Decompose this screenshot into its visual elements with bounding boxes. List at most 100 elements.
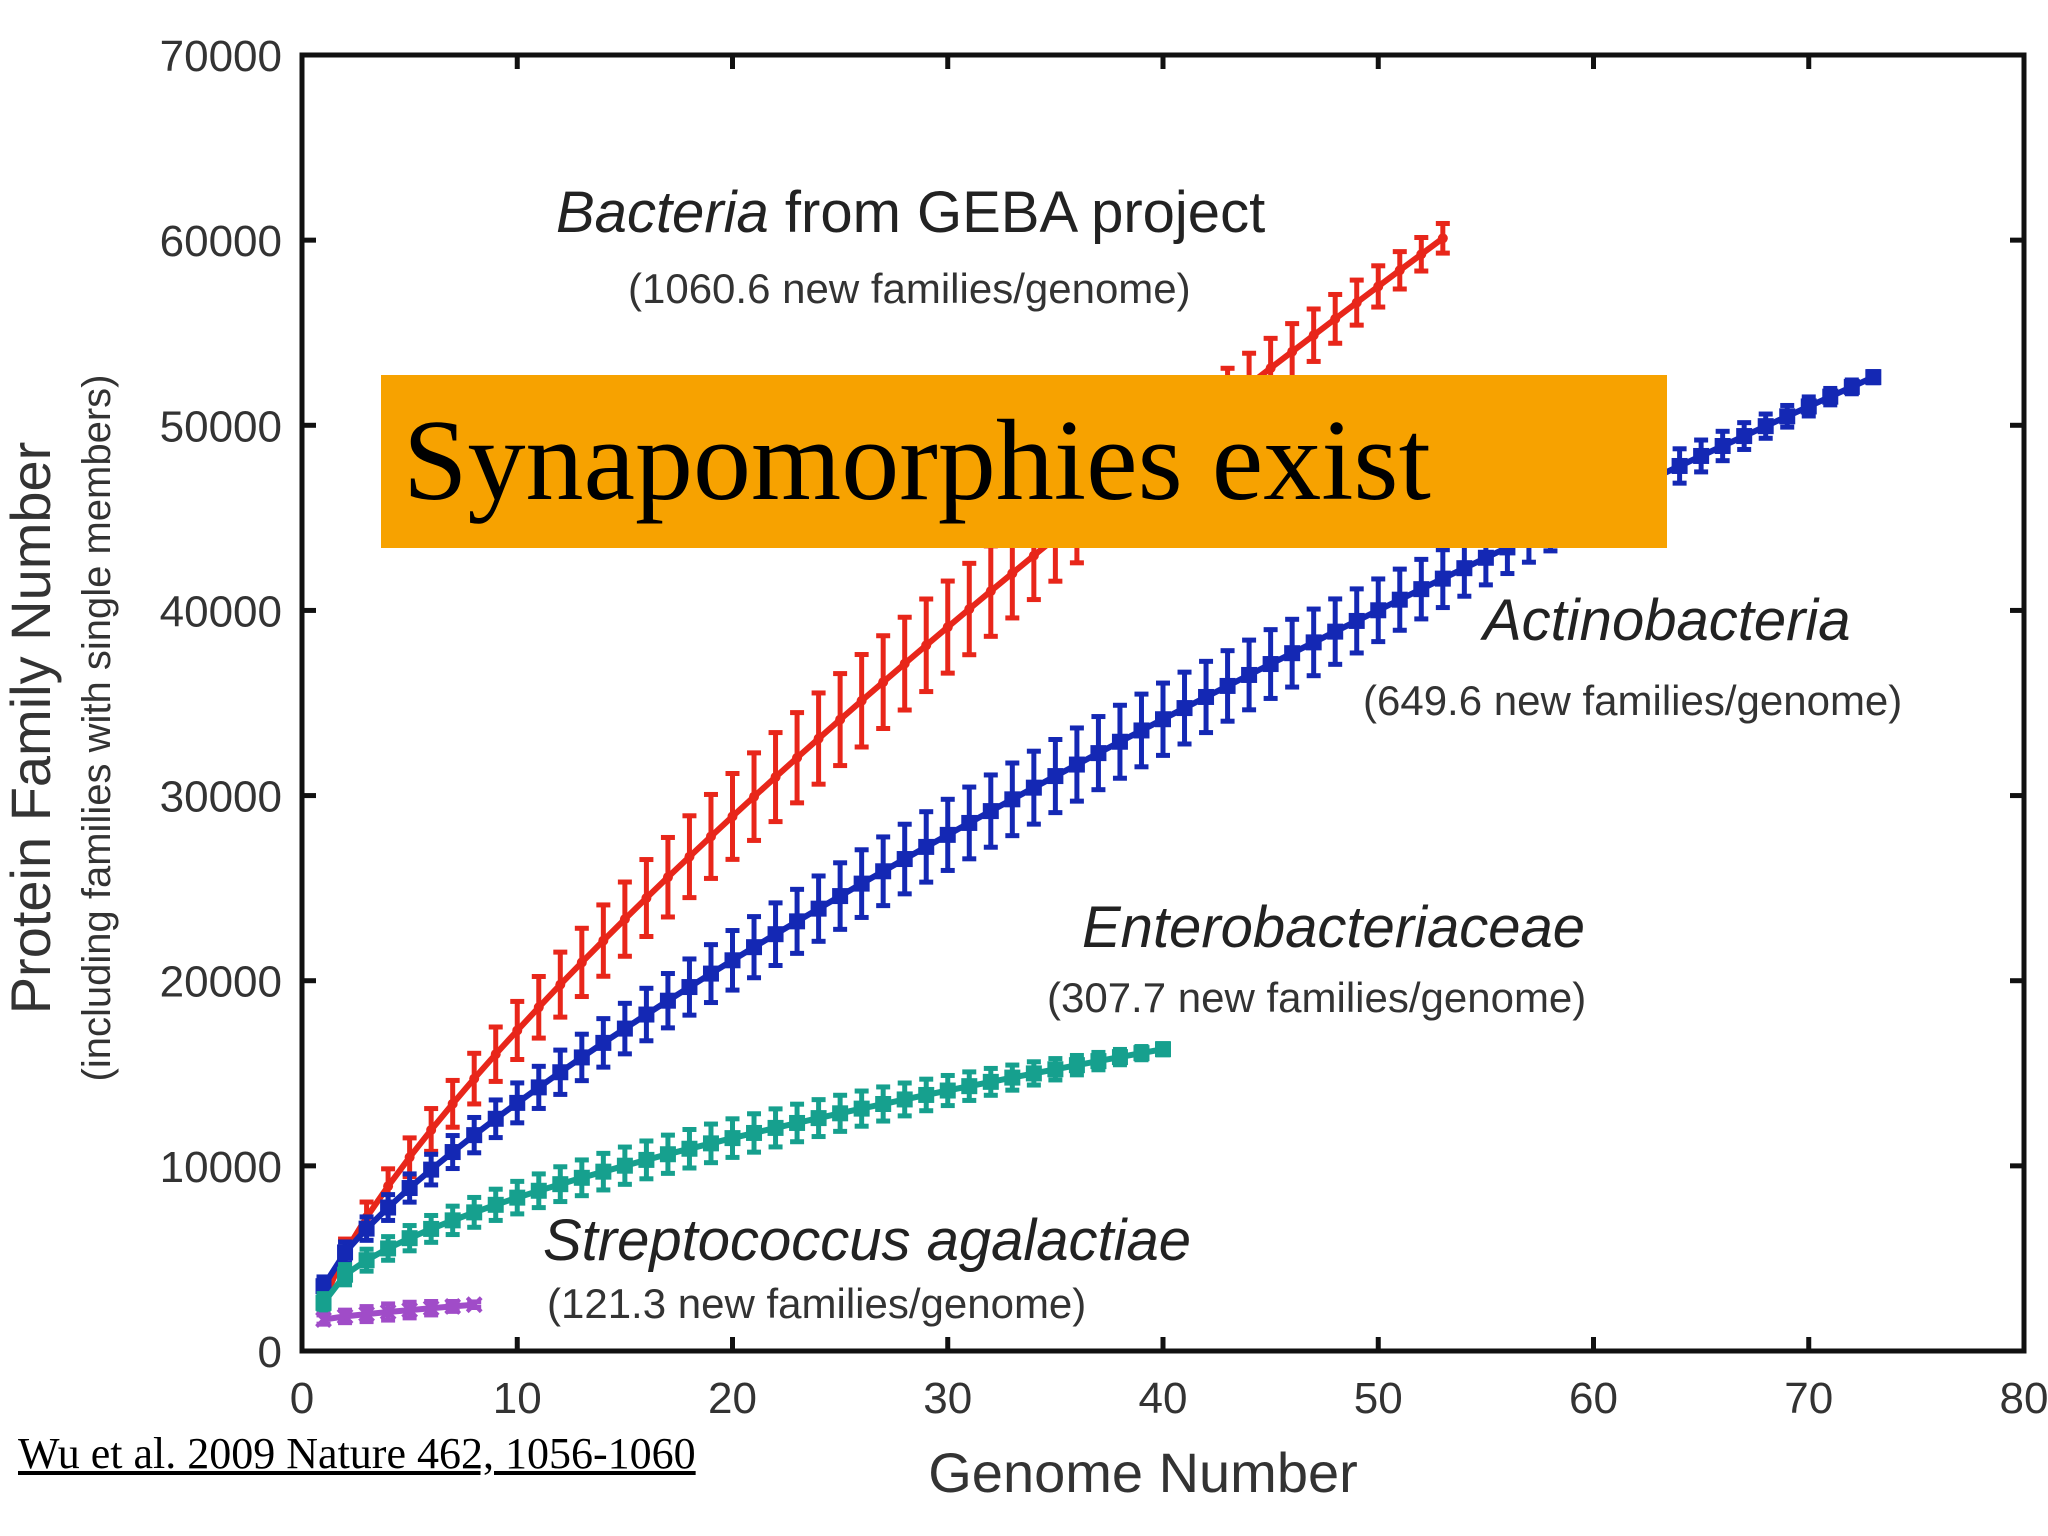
data-point: [1779, 408, 1796, 425]
data-point: [465, 1296, 483, 1314]
x-tick-label: 40: [1139, 1374, 1188, 1423]
annotation-title: Enterobacteriaceae: [1082, 895, 1585, 960]
series-2: [315, 1041, 1171, 1315]
data-point: [401, 1180, 418, 1197]
data-point: [767, 1119, 784, 1136]
data-point: [509, 1094, 526, 1111]
data-point: [336, 1307, 354, 1325]
data-point: [1671, 457, 1688, 474]
data-point: [1155, 711, 1171, 728]
data-point: [939, 1082, 956, 1099]
data-point: [315, 1311, 332, 1328]
x-tick-label: 50: [1354, 1374, 1403, 1423]
data-point: [530, 1079, 547, 1096]
data-point: [337, 1266, 354, 1283]
data-point: [1262, 656, 1279, 673]
data-point: [767, 926, 784, 943]
data-point: [1477, 549, 1494, 566]
data-point: [1714, 437, 1731, 454]
data-point: [1370, 602, 1387, 619]
data-point: [380, 1199, 397, 1216]
annotation-title: Bacteria from GEBA project: [556, 180, 1265, 245]
data-point: [1176, 700, 1193, 717]
data-point: [315, 1294, 332, 1311]
series-line: [321, 1046, 1164, 1305]
data-point: [1757, 418, 1774, 435]
data-point: [1133, 722, 1150, 739]
data-point: [641, 893, 652, 904]
data-point: [832, 1105, 849, 1122]
series-line: [323, 1301, 475, 1323]
data-point: [1800, 398, 1817, 415]
data-point: [1090, 1053, 1107, 1070]
data-point: [358, 1220, 375, 1237]
y-tick-label: 60000: [160, 217, 282, 266]
y-tick-label: 10000: [160, 1143, 282, 1192]
data-point: [1111, 733, 1128, 750]
x-tick-label: 80: [2000, 1374, 2048, 1423]
data-point: [1287, 346, 1298, 357]
data-point: [1865, 369, 1882, 386]
data-point: [1305, 634, 1322, 651]
data-point: [659, 992, 676, 1009]
data-point: [770, 772, 781, 783]
data-point: [573, 1049, 590, 1066]
data-point: [533, 1002, 544, 1013]
data-point: [1133, 1045, 1150, 1062]
data-point: [466, 1204, 483, 1221]
data-point: [702, 965, 719, 982]
data-point: [1028, 550, 1039, 561]
data-point: [1155, 1041, 1171, 1058]
data-point: [358, 1252, 375, 1269]
data-point: [1394, 265, 1405, 276]
data-point: [1348, 612, 1365, 629]
x-tick-label: 20: [708, 1374, 757, 1423]
data-point: [616, 1020, 633, 1037]
data-point: [1219, 677, 1236, 694]
data-point: [1693, 447, 1710, 464]
x-tick-label: 60: [1569, 1374, 1618, 1423]
series-3: [315, 1296, 483, 1328]
data-point: [555, 979, 566, 990]
data-point: [659, 1146, 676, 1163]
x-tick-label: 30: [923, 1374, 972, 1423]
data-point: [681, 1140, 698, 1157]
data-point: [447, 1098, 458, 1109]
y-tick-label: 40000: [160, 587, 282, 636]
data-point: [1327, 623, 1344, 640]
data-point: [619, 914, 630, 925]
y-axis-subtitle: (including families with single members): [75, 375, 119, 1082]
data-point: [1391, 591, 1408, 608]
data-point: [444, 1212, 461, 1229]
data-point: [792, 752, 803, 763]
data-point: [1004, 791, 1021, 808]
data-point: [401, 1230, 418, 1247]
data-point: [982, 1073, 999, 1090]
citation-link[interactable]: Wu et al. 2009 Nature 462, 1056-1060: [18, 1429, 696, 1478]
data-point: [444, 1298, 462, 1315]
data-point: [1047, 1061, 1064, 1078]
data-point: [638, 1151, 655, 1168]
data-point: [1265, 363, 1276, 374]
annotation-rate: (649.6 new families/genome): [1363, 677, 1902, 724]
annotation-rate: (121.3 new families/genome): [547, 1280, 1086, 1327]
data-point: [423, 1161, 440, 1178]
data-point: [724, 952, 741, 969]
data-point: [512, 1025, 523, 1036]
data-point: [595, 1034, 612, 1051]
annotation-rate: (1060.6 new families/genome): [628, 265, 1191, 312]
data-point: [749, 791, 760, 802]
annotation-italic: Enterobacteriaceae: [1082, 895, 1585, 960]
data-point: [964, 604, 975, 615]
y-tick-label: 0: [258, 1328, 282, 1377]
data-point: [379, 1303, 397, 1321]
data-point: [813, 733, 824, 744]
data-point: [789, 913, 806, 930]
data-point: [878, 677, 889, 688]
data-point: [552, 1064, 569, 1081]
annotation-italic: Bacteria: [556, 180, 769, 245]
data-point: [896, 1091, 913, 1108]
data-point: [576, 957, 587, 968]
data-point: [810, 900, 827, 917]
